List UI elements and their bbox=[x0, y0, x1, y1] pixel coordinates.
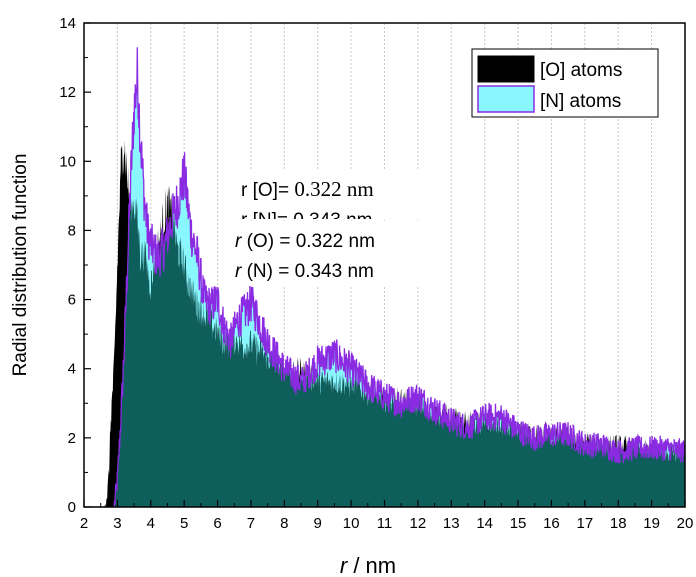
x-tick-label-14: 16 bbox=[543, 515, 560, 532]
y-axis: 0 2 4 6 8 10 12 14 bbox=[59, 15, 91, 516]
y-axis-title: Radial distribution function bbox=[10, 154, 31, 377]
y-tick-label-1: 2 bbox=[68, 430, 76, 447]
x-tick-label-18: 20 bbox=[677, 515, 694, 532]
x-tick-label-11: 13 bbox=[443, 515, 460, 532]
x-tick-label-7: 9 bbox=[314, 515, 322, 532]
annotation-block-2-bg bbox=[228, 222, 433, 286]
x-tick-label-9: 11 bbox=[377, 515, 393, 532]
x-tick-label-6: 8 bbox=[280, 515, 288, 532]
area-overlap bbox=[84, 191, 685, 507]
legend-label-n-atoms: [N] atoms bbox=[540, 91, 621, 112]
y-tick-label-3: 6 bbox=[68, 292, 76, 309]
y-tick-label-0: 0 bbox=[68, 499, 76, 516]
y-tick-label-4: 8 bbox=[68, 222, 76, 239]
series-layer bbox=[84, 47, 685, 507]
legend-label-o-atoms: [O] atoms bbox=[540, 60, 622, 81]
legend-swatch-o-atoms bbox=[477, 55, 535, 83]
annotation-block-2: r (O) = 0.322 nm r (N) = 0.343 nm bbox=[228, 222, 433, 286]
annotation-r-o: r (O) = 0.322 nm bbox=[235, 231, 375, 252]
line-n-atoms bbox=[84, 47, 685, 507]
legend: [O] atoms [N] atoms bbox=[471, 48, 659, 118]
annotation-block-1: r [O]= 0.322 nm r [N]= 0.343 nm bbox=[230, 170, 450, 231]
x-tick-label-5: 7 bbox=[247, 515, 255, 532]
y-tick-label-5: 10 bbox=[59, 153, 76, 170]
x-tick-label-16: 18 bbox=[610, 515, 627, 532]
x-tick-label-3: 5 bbox=[180, 515, 188, 532]
x-tick-label-2: 4 bbox=[147, 515, 155, 532]
annotation-r-n: r (N) = 0.343 nm bbox=[235, 261, 374, 282]
x-tick-label-15: 17 bbox=[576, 515, 593, 532]
y-tick-label-6: 12 bbox=[59, 84, 76, 101]
y-tick-label-7: 14 bbox=[59, 15, 76, 32]
x-tick-label-12: 14 bbox=[476, 515, 493, 532]
annotation-r-n-cut: r [N]= 0.343 nm bbox=[241, 210, 372, 231]
x-tick-label-0: 2 bbox=[80, 515, 88, 532]
annotation-block-1-bg bbox=[230, 170, 450, 220]
annotation-r-o-serif: r [O]= 0.322 nm bbox=[241, 177, 374, 201]
x-tick-label-4: 6 bbox=[213, 515, 221, 532]
legend-swatch-n-atoms bbox=[477, 85, 535, 113]
x-tick-label-13: 15 bbox=[510, 515, 527, 532]
y-tick-label-2: 4 bbox=[68, 361, 76, 378]
x-axis-title: r / nm bbox=[340, 553, 396, 577]
x-tick-label-17: 19 bbox=[643, 515, 660, 532]
x-tick-label-1: 3 bbox=[113, 515, 121, 532]
x-axis: 2 3 4 5 6 7 8 9 10 11 12 13 14 15 16 17 18 19 20 bbox=[80, 500, 694, 532]
x-tick-label-10: 12 bbox=[410, 515, 427, 532]
x-tick-label-8: 10 bbox=[343, 515, 360, 532]
